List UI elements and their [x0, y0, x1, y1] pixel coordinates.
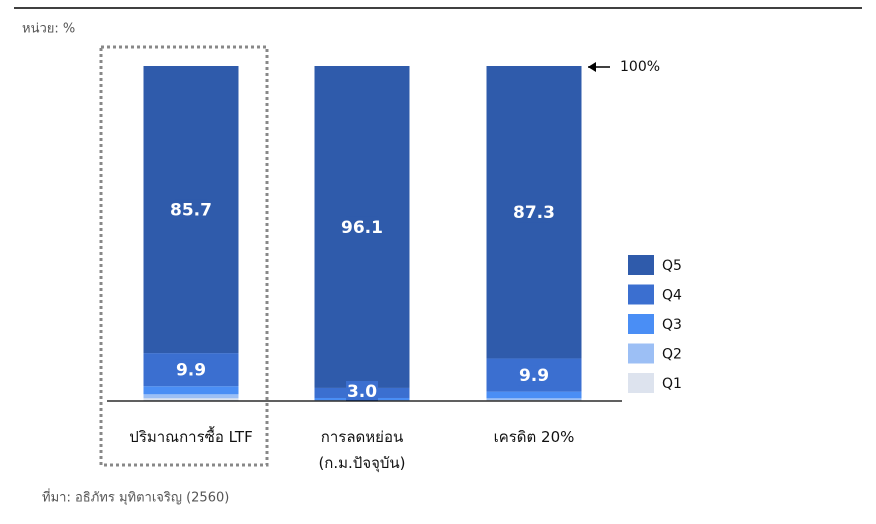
- data-label: 96.1: [341, 218, 383, 238]
- label-bg: [175, 359, 207, 380]
- legend-swatch: [628, 373, 654, 393]
- data-label: 9.9: [176, 361, 206, 381]
- bar-segment: [143, 386, 239, 395]
- label-bg: [346, 216, 378, 237]
- arrow-head: [588, 62, 596, 72]
- label-bg: [518, 202, 550, 223]
- legend-label: Q2: [662, 347, 682, 363]
- legend-swatch: [628, 343, 654, 364]
- legend-label: Q5: [662, 258, 682, 274]
- bar-segment: [143, 398, 239, 401]
- label-bg: [346, 381, 378, 401]
- bar-segment: [486, 391, 582, 399]
- legend-swatch: [628, 284, 654, 305]
- unit-label: หน่วย: %: [22, 22, 75, 37]
- label-bg: [518, 365, 550, 386]
- highlight-box: [99, 45, 269, 467]
- x-tick-label: เครดิต 20%: [493, 428, 575, 446]
- data-label: 3.0: [347, 382, 377, 402]
- x-tick-label: การลดหย่อน (ก.ม.ปัจจุบัน): [318, 428, 406, 472]
- data-label: 85.7: [170, 201, 212, 221]
- label-bg: [175, 199, 207, 220]
- annotation: 100%: [620, 59, 660, 75]
- bar-segment: [486, 398, 582, 400]
- bar-segment: [143, 394, 239, 399]
- source: ที่มา: อธิภัทร มุทิตาเจริญ (2560): [42, 489, 229, 506]
- data-label: 87.3: [513, 203, 555, 223]
- legend-label: Q1: [662, 376, 682, 392]
- legend-label: Q4: [662, 288, 682, 304]
- legend-swatch: [628, 255, 654, 275]
- legend-swatch: [628, 314, 654, 334]
- legend-label: Q3: [662, 317, 682, 333]
- x-tick-label: ปริมาณการซื้อ LTF: [129, 428, 253, 446]
- data-label: 9.9: [519, 366, 549, 386]
